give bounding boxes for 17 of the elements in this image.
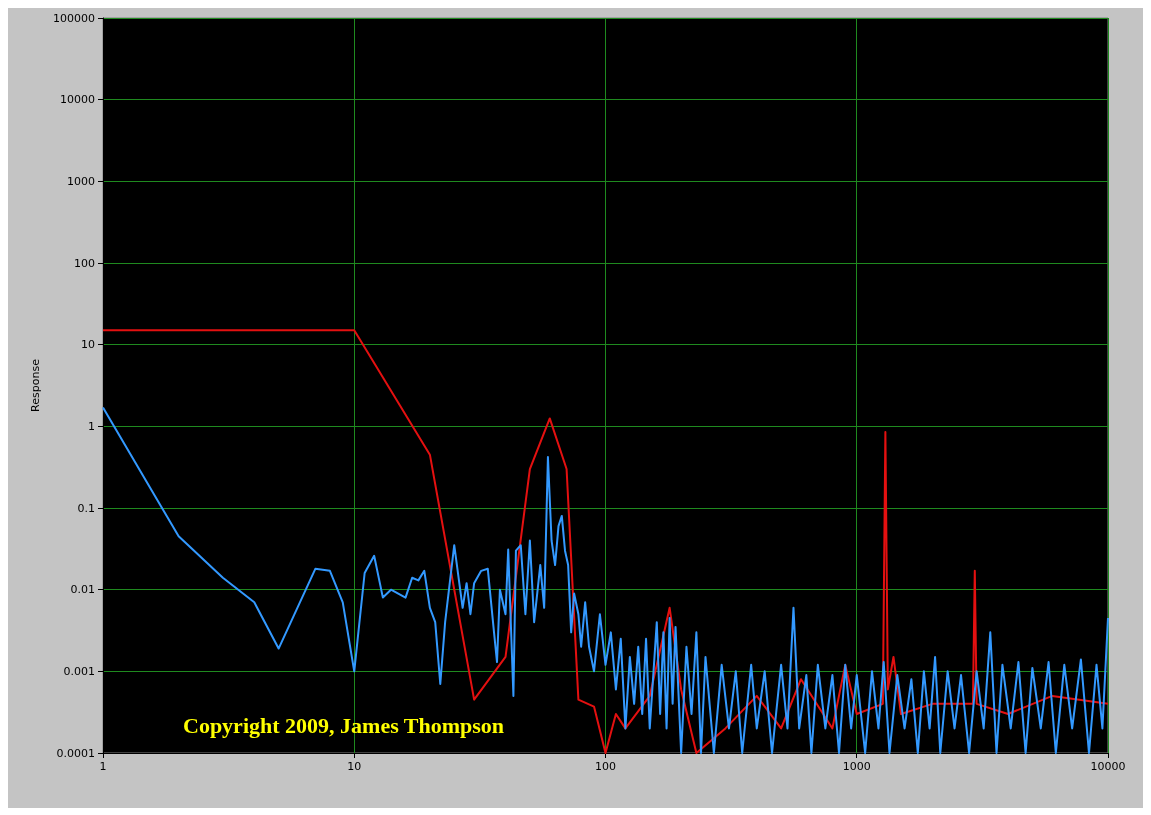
y-tick-label: 100000 [53,11,95,25]
x-tick-label: 10 [347,760,362,773]
y-tick-label: 0.001 [63,664,95,678]
y-tick-label: 0.0001 [56,746,95,760]
annotation: Copyright 2009, James Thompson [183,712,505,738]
y-tick-label: 0.1 [77,501,95,515]
y-tick-label: 1000 [67,174,95,188]
y-tick-label: 100 [74,256,95,270]
x-tick-label: 1000 [842,760,871,773]
x-tick-label: 10000 [1090,760,1126,773]
y-tick-label: 0.01 [70,583,95,597]
y-axis-title: Response [29,358,42,412]
y-tick-label: 1 [88,419,95,433]
x-tick-label: 1 [99,760,107,773]
y-tick-label: 10000 [60,93,95,107]
x-tick-label: 100 [595,760,616,773]
y-tick-label: 10 [81,338,95,352]
